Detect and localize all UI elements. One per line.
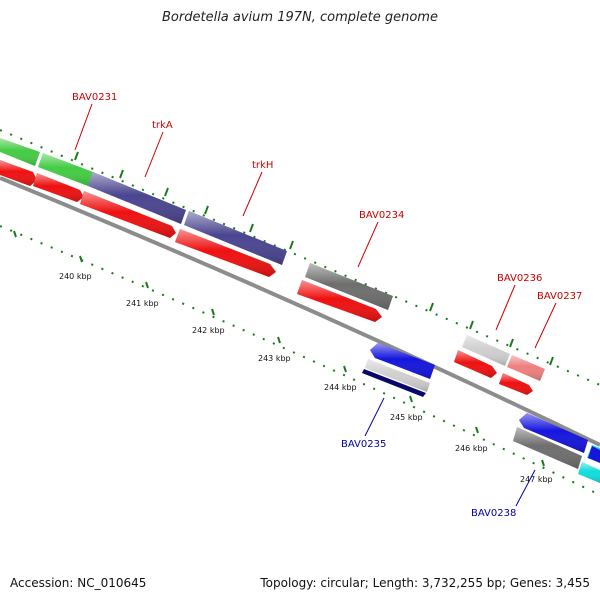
reverse-gene-labels: BAV0235 BAV0238 [341,397,536,519]
reverse-strand-genes [362,343,600,483]
label-BAV0231[interactable]: BAV0231 [72,92,117,103]
forward-gene-labels: BAV0231 trkA trkH BAV0234 BAV0236 BAV023… [72,92,582,349]
label-BAV0234[interactable]: BAV0234 [359,210,404,221]
label-trkA[interactable]: trkA [152,120,173,131]
forward-strand-genes [0,138,600,462]
gene-BAV0239[interactable] [588,446,600,463]
scale-label: 242 kbp [192,326,225,335]
scale-label: 244 kbp [324,383,357,392]
scale-label: 246 kbp [455,444,488,453]
outer-tick-ring [0,129,600,386]
scale-label: 241 kbp [126,299,159,308]
scale-label: 240 kbp [59,272,92,281]
map-title: Bordetella avium 197N, complete genome [162,10,438,25]
forward-gene-sheen [0,138,545,381]
genome-backbone [0,176,600,447]
inner-tick-ring [0,225,600,496]
scale-label: 245 kbp [390,413,423,422]
gene-BAV0235-navy[interactable] [362,369,426,397]
label-BAV0236[interactable]: BAV0236 [497,273,542,284]
genome-stats: Topology: circular; Length: 3,732,255 bp… [260,576,590,590]
label-BAV0238[interactable]: BAV0238 [471,508,516,519]
label-trkH[interactable]: trkH [252,160,273,171]
label-BAV0235[interactable]: BAV0235 [341,439,386,450]
scale-labels: 240 kbp 241 kbp 242 kbp 243 kbp 244 kbp … [59,272,553,484]
scale-label: 247 kbp [520,475,553,484]
accession-text: Accession: NC_010645 [10,576,147,590]
label-BAV0237[interactable]: BAV0237 [537,291,582,302]
scale-label: 243 kbp [258,354,291,363]
